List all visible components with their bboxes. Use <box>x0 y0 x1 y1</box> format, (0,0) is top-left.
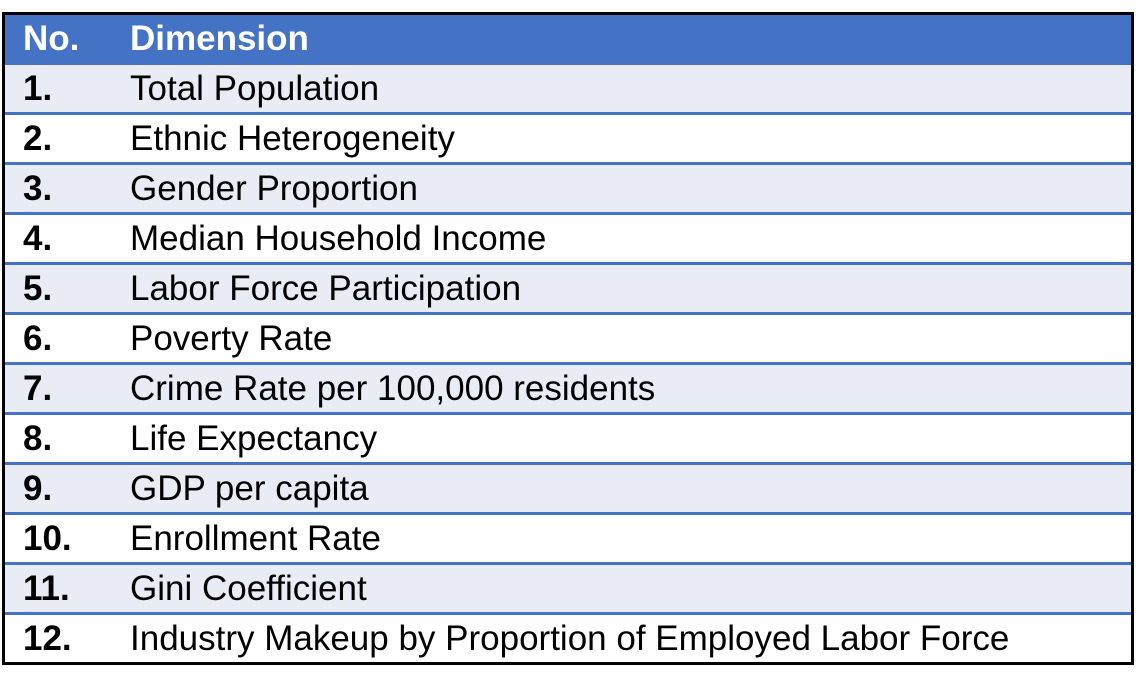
row-number: 8. <box>23 419 53 458</box>
row-dimension: Enrollment Rate <box>130 519 381 558</box>
dimensions-table: No. Dimension 1. Total Population 2. Eth… <box>5 15 1131 662</box>
table-row: 10. Enrollment Rate <box>5 513 1131 564</box>
table-row: 9. GDP per capita <box>5 463 1131 514</box>
row-dimension: Gini Coefficient <box>130 569 367 608</box>
row-dimension: GDP per capita <box>130 469 369 508</box>
row-number: 9. <box>23 469 53 508</box>
row-dimension: Life Expectancy <box>130 419 378 458</box>
table-row: 12. Industry Makeup by Proportion of Emp… <box>5 613 1131 662</box>
row-dimension: Industry Makeup by Proportion of Employe… <box>130 619 1010 658</box>
row-dimension: Median Household Income <box>130 219 547 258</box>
header-dimension: Dimension <box>130 19 309 58</box>
table-row: 8. Life Expectancy <box>5 413 1131 464</box>
table-row: 4. Median Household Income <box>5 213 1131 264</box>
row-number: 2. <box>23 119 53 158</box>
table-row: 6. Poverty Rate <box>5 313 1131 364</box>
row-dimension: Gender Proportion <box>130 169 418 208</box>
table-header: No. Dimension <box>5 15 1131 64</box>
header-row: No. Dimension <box>5 15 1131 64</box>
row-number: 12. <box>23 619 72 658</box>
row-number: 11. <box>23 569 70 608</box>
table-row: 5. Labor Force Participation <box>5 263 1131 314</box>
dimensions-table-container: No. Dimension 1. Total Population 2. Eth… <box>2 12 1134 665</box>
row-number: 5. <box>23 269 53 308</box>
row-number: 6. <box>23 319 53 358</box>
row-number: 7. <box>23 369 53 408</box>
row-dimension: Crime Rate per 100,000 residents <box>130 369 656 408</box>
table-row: 3. Gender Proportion <box>5 163 1131 214</box>
row-dimension: Poverty Rate <box>130 319 333 358</box>
row-dimension: Total Population <box>130 69 380 108</box>
table-row: 7. Crime Rate per 100,000 residents <box>5 363 1131 414</box>
table-body: 1. Total Population 2. Ethnic Heterogene… <box>5 63 1131 662</box>
row-number: 3. <box>23 169 53 208</box>
row-dimension: Ethnic Heterogeneity <box>130 119 455 158</box>
header-no: No. <box>23 19 80 58</box>
table-row: 2. Ethnic Heterogeneity <box>5 113 1131 164</box>
row-number: 10. <box>23 519 72 558</box>
row-number: 4. <box>23 219 53 258</box>
row-dimension: Labor Force Participation <box>130 269 522 308</box>
table-row: 1. Total Population <box>5 63 1131 114</box>
row-number: 1. <box>23 69 53 108</box>
table-row: 11. Gini Coefficient <box>5 563 1131 614</box>
